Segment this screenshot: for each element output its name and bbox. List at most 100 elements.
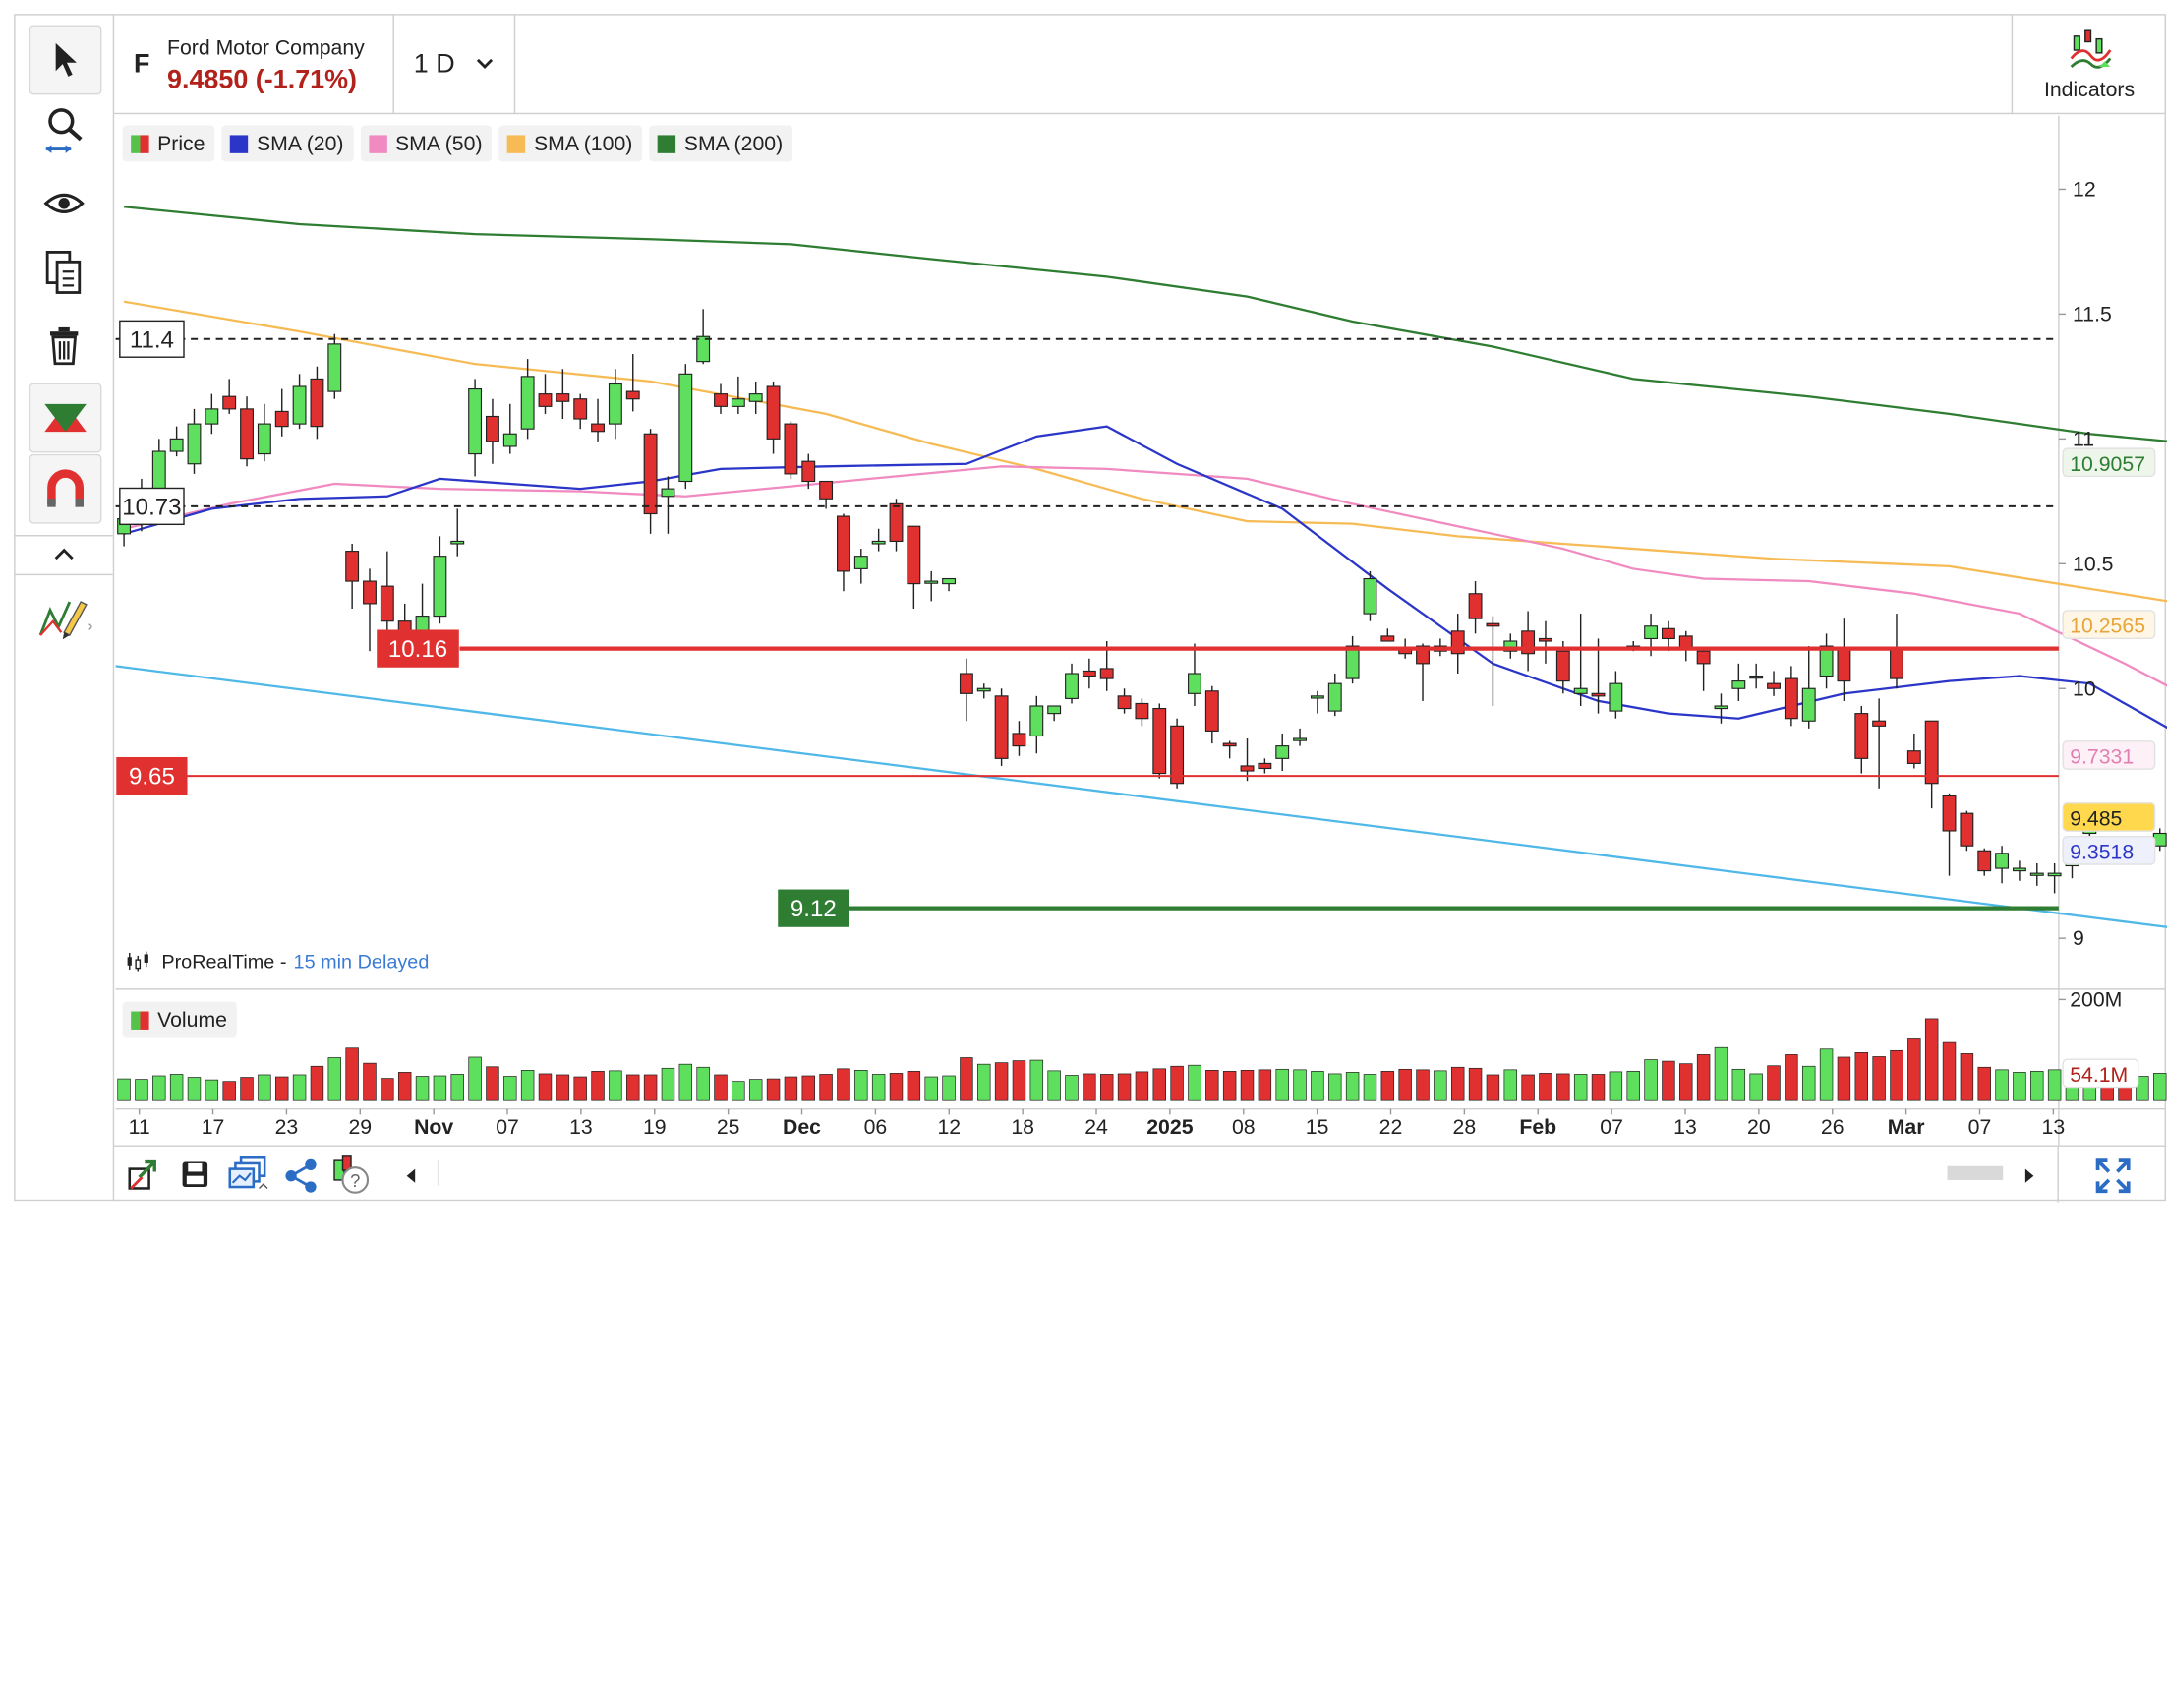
price-candle[interactable] (1678, 630, 1693, 662)
price-candle[interactable] (976, 683, 991, 699)
price-candle[interactable] (363, 568, 377, 652)
price-candle[interactable] (1170, 718, 1185, 789)
price-candle[interactable] (2029, 862, 2044, 886)
scroll-right-button[interactable] (2022, 1166, 2036, 1192)
price-candle[interactable] (784, 421, 798, 479)
price-candle[interactable] (1293, 728, 1308, 746)
price-candle[interactable] (661, 476, 675, 534)
export-button[interactable] (126, 1157, 162, 1201)
price-candle[interactable] (520, 359, 535, 440)
price-candle[interactable] (187, 408, 202, 474)
price-candle[interactable] (450, 508, 465, 557)
price-candle[interactable] (1644, 614, 1659, 657)
price-candle[interactable] (1767, 671, 1781, 696)
price-candle[interactable] (942, 577, 956, 592)
visibility-tool-button[interactable] (29, 170, 99, 237)
price-candle[interactable] (748, 381, 763, 414)
price-candle[interactable] (714, 383, 728, 414)
price-candle[interactable] (538, 374, 553, 414)
price-candle[interactable] (1784, 666, 1798, 727)
magnet-tool-button[interactable] (29, 453, 102, 524)
price-candle[interactable] (1503, 633, 1518, 659)
price-candle[interactable] (205, 393, 219, 435)
price-chart[interactable]: 11.4 10.73 10.16 9.65 9.12 12 11.5 11 10.5 10 9 20… (0, 0, 2167, 1212)
price-candle[interactable] (433, 536, 447, 624)
zoom-tool-button[interactable] (29, 97, 99, 164)
price-candle[interactable] (1555, 641, 1570, 694)
indicators-button[interactable]: Indicators (2011, 14, 2166, 115)
price-candle[interactable] (240, 396, 254, 467)
price-level-box[interactable] (377, 629, 459, 668)
price-candle[interactable] (871, 528, 886, 552)
price-candle[interactable] (257, 403, 271, 462)
layouts-button[interactable] (228, 1154, 270, 1201)
price-candle[interactable] (819, 480, 834, 509)
price-candle[interactable] (837, 513, 850, 592)
drawing-tools-button[interactable] (29, 585, 99, 652)
timeframe-selector[interactable]: 1 D (392, 14, 516, 115)
legend-item-sma-50[interactable]: SMA (50) (360, 125, 493, 162)
price-candle[interactable] (959, 658, 973, 722)
price-candle[interactable] (766, 381, 781, 454)
price-candle[interactable] (608, 369, 622, 440)
fullscreen-button[interactable] (2057, 1146, 2167, 1203)
price-candle[interactable] (643, 429, 658, 534)
save-button[interactable] (181, 1160, 208, 1195)
trend-tool-button[interactable] (29, 383, 102, 453)
price-candle[interactable] (1222, 740, 1237, 759)
price-candle[interactable] (327, 333, 342, 399)
price-candle[interactable] (924, 570, 939, 602)
price-candle[interactable] (731, 376, 745, 414)
price-candle[interactable] (345, 543, 360, 609)
price-candle[interactable] (1942, 793, 1957, 876)
price-candle[interactable] (1029, 695, 1044, 754)
price-candle[interactable] (801, 453, 816, 490)
price-candle[interactable] (1819, 633, 1834, 689)
share-button[interactable] (284, 1157, 321, 1201)
price-candle[interactable] (1696, 648, 1711, 691)
price-candle[interactable] (556, 369, 570, 420)
price-candle[interactable] (591, 398, 605, 442)
price-candle[interactable] (2012, 860, 2026, 881)
price-candle[interactable] (468, 379, 483, 477)
price-candle[interactable] (1837, 618, 1851, 701)
price-candle[interactable] (1188, 643, 1201, 707)
price-candle[interactable] (573, 393, 588, 430)
price-candle[interactable] (1380, 628, 1395, 642)
pointer-tool-button[interactable] (29, 25, 102, 95)
price-candle[interactable] (853, 549, 868, 584)
price-candle[interactable] (1345, 635, 1360, 684)
price-candle[interactable] (1240, 738, 1255, 782)
price-candle[interactable] (1152, 703, 1167, 779)
price-candle[interactable] (1591, 638, 1606, 714)
scroll-left-button[interactable] (404, 1166, 418, 1192)
price-candle[interactable] (502, 403, 517, 454)
price-candle[interactable] (1258, 758, 1272, 774)
price-candle[interactable] (1082, 658, 1096, 689)
delay-note[interactable]: 15 min Delayed (293, 950, 430, 972)
price-candle[interactable] (994, 688, 1009, 766)
price-candle[interactable] (889, 499, 904, 552)
scrollbar-thumb[interactable] (1947, 1165, 2004, 1180)
price-candle[interactable] (1924, 720, 1939, 809)
legend-item-sma-200[interactable]: SMA (200) (649, 125, 793, 162)
price-candle[interactable] (1468, 581, 1483, 634)
price-candle[interactable] (1539, 620, 1552, 664)
price-candle[interactable] (625, 354, 640, 412)
price-candle[interactable] (1573, 614, 1588, 707)
price-candle[interactable] (1486, 616, 1500, 707)
price-candle[interactable] (678, 364, 693, 490)
price-candle[interactable] (1714, 693, 1728, 724)
volume-legend[interactable]: Volume (122, 1001, 237, 1038)
price-candle[interactable] (2047, 862, 2062, 894)
price-candle[interactable] (1872, 698, 1887, 789)
price-candle[interactable] (1117, 688, 1132, 714)
price-candle[interactable] (274, 388, 289, 437)
price-candle[interactable] (1047, 705, 1062, 722)
price-candle[interactable] (1135, 698, 1149, 727)
price-candle[interactable] (1661, 620, 1675, 652)
price-candle[interactable] (222, 379, 237, 414)
price-candle[interactable] (1065, 663, 1079, 704)
price-level-box[interactable] (119, 487, 185, 526)
price-candle[interactable] (1995, 846, 2010, 884)
